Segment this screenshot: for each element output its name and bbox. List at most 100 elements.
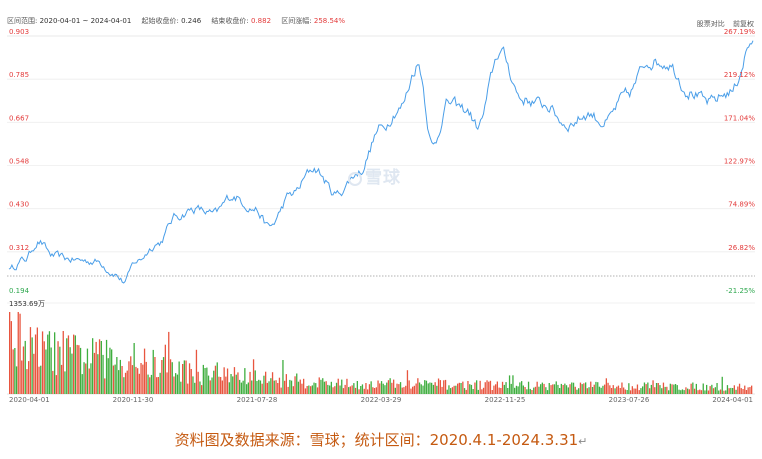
volume-bar	[178, 361, 180, 394]
volume-bar	[209, 380, 211, 394]
volume-bar	[533, 387, 535, 394]
volume-bar	[342, 388, 345, 394]
volume-bar	[387, 380, 390, 394]
volume-bar	[220, 377, 222, 394]
volume-bar	[427, 383, 429, 394]
volume-bar	[201, 385, 203, 394]
volume-bar	[450, 388, 452, 394]
volume-bar	[290, 380, 293, 394]
volume-bar	[714, 387, 716, 394]
volume-bar	[197, 371, 199, 394]
volume-bar	[322, 378, 324, 394]
volume-bar	[66, 338, 68, 394]
volume-bar	[341, 379, 343, 394]
volume-bar	[565, 385, 568, 394]
compare-button[interactable]: 股票对比	[696, 20, 725, 28]
volume-bar	[571, 382, 573, 394]
volume-bar	[176, 374, 179, 394]
volume-bar	[9, 312, 11, 394]
volume-bar	[398, 384, 400, 394]
volume-bar	[71, 353, 73, 394]
volume-bar	[21, 360, 23, 394]
volume-bar	[337, 378, 339, 394]
volume-bar	[579, 382, 582, 394]
volume-bar	[590, 381, 592, 394]
volume-bar	[647, 382, 649, 394]
volume-bar	[306, 386, 308, 394]
volume-bar	[431, 382, 433, 394]
volume-bar	[204, 368, 206, 394]
volume-bar	[586, 388, 588, 394]
volume-bar	[393, 379, 395, 394]
volume-bar	[391, 382, 393, 394]
volume-bar	[278, 377, 281, 394]
volume-bar	[624, 389, 626, 394]
volume-bar	[488, 381, 490, 394]
volume-bar	[111, 349, 113, 394]
volume-bar	[567, 387, 569, 394]
volume-bar	[202, 364, 204, 394]
volume-bar	[92, 338, 94, 394]
volume-bar	[190, 369, 192, 394]
volume-bar	[500, 388, 502, 394]
volume-bar	[493, 385, 495, 394]
volume-bar	[242, 380, 244, 394]
volume-bar	[346, 378, 348, 394]
volume-bar	[744, 385, 746, 394]
volume-bar	[560, 383, 562, 394]
volume-bar	[617, 385, 620, 394]
change-value: 258.54%	[313, 17, 346, 25]
volume-bar	[358, 389, 360, 394]
volume-bar	[280, 387, 282, 394]
volume-bar	[121, 366, 123, 394]
volume-bar	[692, 382, 694, 394]
volume-bar	[552, 384, 554, 394]
volume-bar	[425, 380, 428, 394]
volume-bar	[284, 380, 286, 394]
volume-bar	[517, 386, 519, 394]
volume-bar	[271, 372, 274, 394]
volume-bar	[303, 378, 305, 394]
x-tick-label: 2020-04-01	[9, 396, 50, 404]
volume-bar	[742, 389, 744, 394]
right-tick-label: 267.19%	[724, 28, 755, 36]
volume-bar	[476, 380, 478, 394]
volume-bar	[275, 380, 277, 394]
volume-bar	[24, 340, 26, 394]
volume-bar	[287, 386, 289, 394]
return-mark: ↵	[578, 435, 588, 448]
volume-bar	[417, 378, 419, 394]
range-label: 区间范围:	[7, 17, 38, 25]
volume-bar	[40, 365, 42, 394]
volume-bar	[470, 384, 473, 394]
volume-bar	[116, 357, 118, 394]
volume-bar	[100, 341, 102, 394]
volume-bar	[578, 388, 580, 394]
volume-bar	[443, 380, 445, 394]
volume-bar	[396, 383, 398, 394]
volume-bar	[156, 377, 158, 394]
volume-bar	[681, 389, 684, 394]
volume-bar	[104, 378, 106, 394]
volume-bar	[668, 390, 670, 394]
volume-bar	[83, 362, 85, 394]
volume-bar	[356, 381, 358, 394]
volume-bar	[325, 381, 327, 394]
volume-bar	[93, 352, 96, 394]
volume-bar	[541, 382, 543, 394]
volume-bar	[143, 348, 146, 394]
volume-bar	[130, 356, 132, 394]
volume-bar	[462, 381, 464, 394]
volume-bar	[86, 348, 89, 394]
volume-bar	[252, 359, 255, 394]
volume-bar	[661, 388, 663, 394]
volume-bar	[496, 381, 498, 394]
volume-bar	[569, 384, 571, 394]
volume-bar	[218, 376, 220, 394]
adjust-button[interactable]: 前复权	[733, 20, 754, 28]
volume-bar	[638, 390, 640, 394]
volume-bar	[444, 379, 447, 394]
volume-bar	[138, 373, 140, 394]
volume-bar	[591, 387, 594, 394]
volume-bar	[47, 334, 49, 394]
